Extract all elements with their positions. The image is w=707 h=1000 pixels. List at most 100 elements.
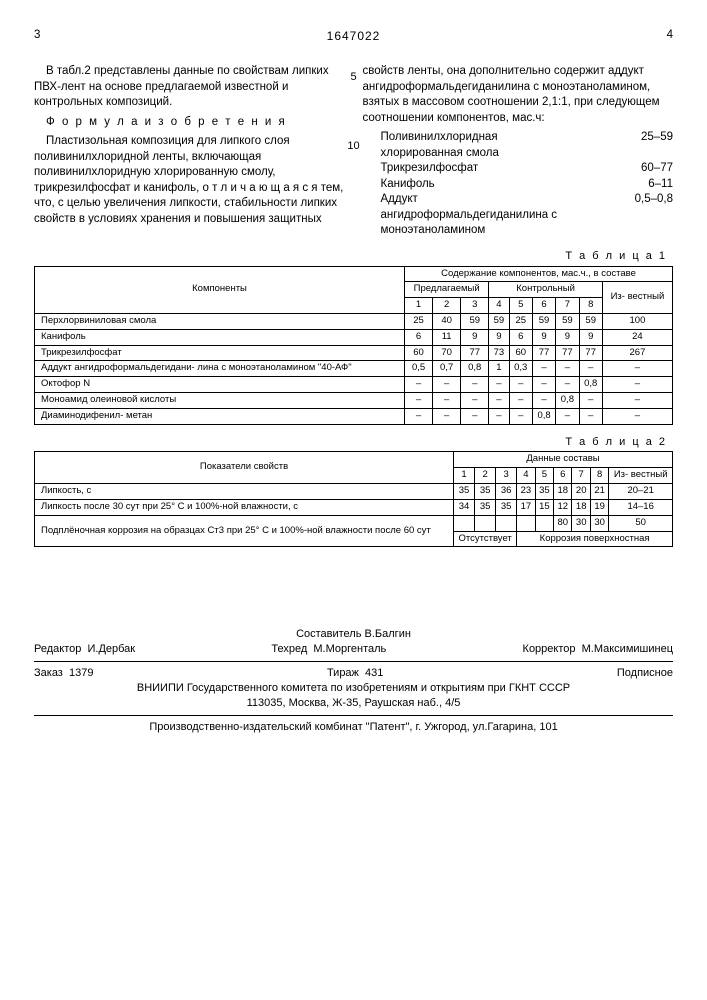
table-cell: 77 [461,345,489,361]
table-row: Канифоль61199699924 [35,329,673,345]
table-cell: 60 [509,345,532,361]
divider [34,661,673,662]
item-label: Канифоль [381,177,435,193]
merged-cell: Отсутствует [454,531,517,547]
table-cell: 59 [461,313,489,329]
table-cell: 59 [532,313,555,329]
col-header: Содержание компонентов, мас.ч., в состав… [405,266,673,282]
table-cell: 34 [454,499,475,515]
col-header: 1 [454,468,475,484]
corrector: Корректор М.Максимишинец [523,642,673,657]
col-header: 4 [517,468,535,484]
table-cell: 17 [517,499,535,515]
table-cell: 77 [532,345,555,361]
table1-label: Т а б л и ц а 1 [34,249,667,264]
row-label: Октофор N [35,377,405,393]
org-line-2: Производственно-издательский комбинат "П… [34,720,673,735]
row-label: Трикрезилфосфат [35,345,405,361]
table-cell: 25 [509,313,532,329]
table-cell: 35 [475,484,496,500]
paragraph: Пластизольная композиция для липкого сло… [34,134,345,227]
table2: Показатели свойств Данные составы 1 2 3 … [34,451,673,547]
table-cell: 77 [579,345,602,361]
table-cell: – [602,393,672,409]
table-cell: 77 [556,345,579,361]
table-cell: – [489,377,509,393]
table-cell: – [602,408,672,424]
col-header: Компоненты [35,266,405,313]
table-cell: 59 [556,313,579,329]
order-line: Заказ 1379 Тираж 431 Подписное [34,666,673,681]
col-header: 7 [556,298,579,314]
col-header: 8 [579,298,602,314]
table-cell: 50 [609,515,673,531]
item-label: Поливинилхлоридная хлорированная смола [381,130,581,161]
table-cell [496,515,517,531]
editor-label: Редактор [34,643,81,655]
col-header: 6 [532,298,555,314]
col-header: Из- вестный [602,282,672,314]
table-cell: 20–21 [609,484,673,500]
table-cell: 267 [602,345,672,361]
merged-cell: Коррозия поверхностная [517,531,673,547]
item-value: 6–11 [648,177,673,193]
table-row: Октофор N–––––––0,8– [35,377,673,393]
row-label: Липкость после 30 сут при 25° С и 100%-н… [35,499,454,515]
document-number: 1647022 [327,28,381,44]
table-cell: – [433,408,461,424]
table-cell: – [405,408,433,424]
table-cell: – [489,393,509,409]
table-cell: 9 [579,329,602,345]
item-label: Трикрезилфосфат [381,161,479,177]
tehred-name: М.Моргенталь [313,643,386,655]
table-cell: 25 [405,313,433,329]
table-cell [475,515,496,531]
org-addr-1: 113035, Москва, Ж-35, Раушская наб., 4/5 [34,696,673,711]
table-cell: 0,8 [556,393,579,409]
table-cell [454,515,475,531]
paragraph: В табл.2 представлены данные по свойства… [34,64,345,111]
col-header: 5 [509,298,532,314]
table-row: Аддукт ангидроформальдегидани- лина с мо… [35,361,673,377]
corrector-label: Корректор [523,643,576,655]
col-header: Из- вестный [609,468,673,484]
tehred: Техред М.Моргенталь [271,642,386,657]
list-item: Аддукт ангидроформальдегиданилина с моно… [381,192,674,239]
table-cell: 0,7 [433,361,461,377]
tehred-label: Техред [271,643,307,655]
table-cell: 73 [489,345,509,361]
table-cell: 30 [572,515,590,531]
table-cell: 70 [433,345,461,361]
table-cell: 59 [489,313,509,329]
col-header: 1 [405,298,433,314]
table-row: Компоненты Содержание компонентов, мас.ч… [35,266,673,282]
tirazh-value: 431 [365,667,383,679]
table-cell: – [602,377,672,393]
table-row: Моноамид олеиновой кислоты––––––0,8–– [35,393,673,409]
components-list: Поливинилхлоридная хлорированная смола 2… [363,130,674,239]
table-cell: 15 [535,499,553,515]
table-cell: 9 [556,329,579,345]
table-cell: – [405,393,433,409]
table-row: Диаминодифенил- метан–––––0,8––– [35,408,673,424]
table-cell: 60 [405,345,433,361]
line-number: 10 [347,139,359,154]
left-column: В табл.2 представлены данные по свойства… [34,64,345,239]
line-numbers: 5 10 [347,70,359,208]
table-cell: 21 [590,484,608,500]
table2-label: Т а б л и ц а 2 [34,435,667,450]
col-header: 2 [433,298,461,314]
table-cell: 19 [590,499,608,515]
table-cell: 30 [590,515,608,531]
table-row: Перхлорвиниловая смола254059592559595910… [35,313,673,329]
tirazh-label: Тираж [327,667,359,679]
org-line-1: ВНИИПИ Государственного комитета по изоб… [34,681,673,696]
row-label: Липкость, с [35,484,454,500]
editor-name: И.Дербак [87,643,135,655]
table-cell: – [579,393,602,409]
table-cell: – [532,393,555,409]
table-cell: – [579,408,602,424]
right-column: свойств ленты, она дополнительно содержи… [363,64,674,239]
col-header: 5 [535,468,553,484]
composer-line: Составитель В.Балгин [34,627,673,642]
